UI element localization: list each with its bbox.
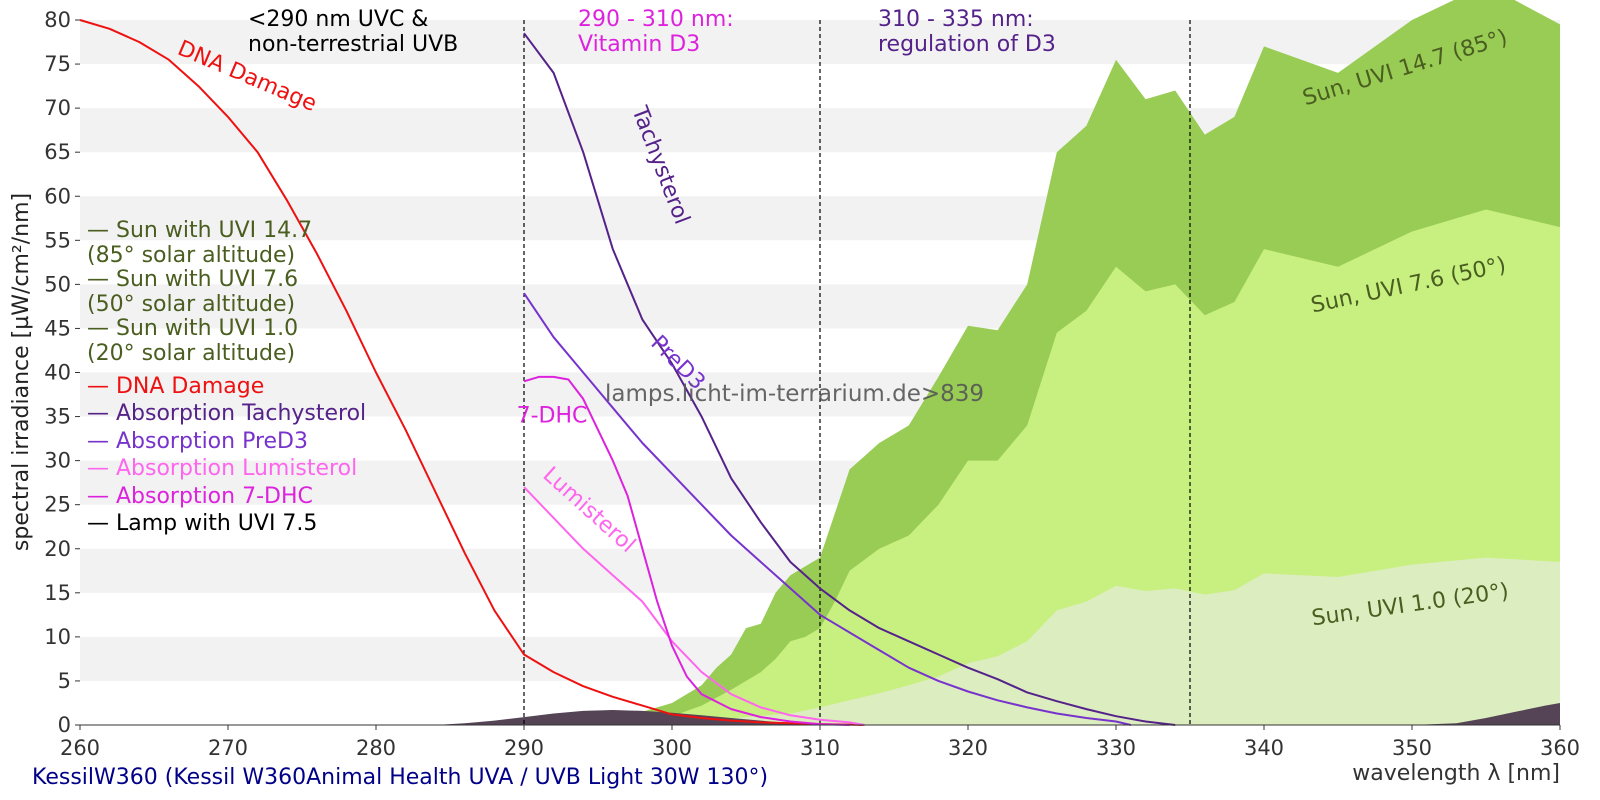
x-tick-label: 310 bbox=[800, 736, 840, 760]
region-label-310nm: 290 - 310 nm: bbox=[578, 7, 734, 32]
region-label-310nm: Vitamin D3 bbox=[578, 32, 700, 57]
x-tick-label: 350 bbox=[1392, 736, 1432, 760]
y-tick-label: 20 bbox=[44, 537, 71, 561]
y-tick-label: 0 bbox=[58, 713, 71, 737]
absorption-curves bbox=[79, 19, 1176, 726]
y-tick-label: 15 bbox=[44, 581, 71, 605]
footer-lamp-name: KessilW360 (Kessil W360Animal Health UVA… bbox=[32, 765, 768, 790]
y-tick-label: 60 bbox=[44, 184, 71, 208]
label-7-dhc: 7-DHC bbox=[517, 404, 588, 429]
legend-entry: — Sun with UVI 7.6 bbox=[87, 267, 298, 292]
region-labels: <290 nm UVC &non-terrestrial UVB 290 - 31… bbox=[248, 7, 1056, 57]
legend-entry: — Sun with UVI 1.0 bbox=[87, 316, 298, 341]
axes: 260 270 280 290 300 310 320 330 340 350 360 0 5 10 15… bbox=[9, 8, 1580, 786]
area-sun-with-uvi-1-0 bbox=[612, 557, 1560, 725]
curve-absorption-tachysterol bbox=[523, 32, 1176, 726]
y-tick-label: 45 bbox=[44, 316, 71, 340]
legend-entry: — Absorption Tachysterol bbox=[87, 401, 366, 426]
y-tick-label: 35 bbox=[44, 405, 71, 429]
region-label-335nm: regulation of D3 bbox=[878, 32, 1056, 57]
y-axis-ticks: 0 5 10 15 20 25 30 35 40 45 50 55 60 65 70 75 80 bbox=[44, 8, 80, 737]
legend-entry: — DNA Damage bbox=[87, 374, 264, 399]
y-tick-label: 70 bbox=[44, 96, 71, 120]
y-tick-label: 5 bbox=[58, 669, 71, 693]
legend-entry: — Sun with UVI 14.7 bbox=[87, 218, 312, 243]
x-tick-label: 360 bbox=[1540, 736, 1580, 760]
x-tick-label: 340 bbox=[1244, 736, 1284, 760]
y-tick-label: 40 bbox=[44, 361, 71, 385]
y-tick-label: 50 bbox=[44, 272, 71, 296]
x-tick-label: 280 bbox=[356, 736, 396, 760]
y-tick-label: 80 bbox=[44, 8, 71, 32]
y-tick-label: 75 bbox=[44, 52, 71, 76]
x-tick-label: 320 bbox=[948, 736, 988, 760]
y-tick-label: 65 bbox=[44, 140, 71, 164]
curve-absorption-pred3 bbox=[523, 292, 1132, 726]
y-tick-label: 25 bbox=[44, 493, 71, 517]
curve-dna-damage bbox=[79, 19, 865, 726]
legend: — Sun with UVI 14.7 (85° solar altitude)… bbox=[87, 218, 366, 536]
legend-entry: (20° solar altitude) bbox=[87, 341, 295, 366]
region-label-290nm: <290 nm UVC & bbox=[248, 7, 428, 32]
watermark: lamps.licht-im-terrarium.de>839 bbox=[605, 381, 984, 407]
legend-entry: — Absorption PreD3 bbox=[87, 429, 308, 454]
legend-entry: — Lamp with UVI 7.5 bbox=[87, 511, 317, 536]
region-label-290nm: non-terrestrial UVB bbox=[248, 32, 458, 57]
x-tick-label: 270 bbox=[208, 736, 248, 760]
x-tick-label: 330 bbox=[1096, 736, 1136, 760]
legend-entry: (85° solar altitude) bbox=[87, 243, 295, 268]
curve-absorption-lumisterol bbox=[523, 486, 865, 726]
y-tick-label: 10 bbox=[44, 625, 71, 649]
region-dividers bbox=[523, 20, 1191, 725]
x-axis-ticks: 260 270 280 290 300 310 320 330 340 350 360 bbox=[60, 725, 1580, 760]
legend-entry: — Absorption 7-DHC bbox=[87, 484, 313, 509]
x-tick-label: 290 bbox=[504, 736, 544, 760]
y-axis-label: spectral irradiance [µW/cm²/nm] bbox=[9, 193, 34, 551]
x-axis-label: wavelength λ [nm] bbox=[1352, 761, 1560, 786]
curve-absorption-7-dhc bbox=[523, 375, 850, 726]
y-tick-label: 55 bbox=[44, 228, 71, 252]
sun-and-lamp-areas bbox=[435, 0, 1560, 725]
x-tick-label: 260 bbox=[60, 736, 100, 760]
legend-entry: (50° solar altitude) bbox=[87, 292, 295, 317]
y-tick-label: 30 bbox=[44, 449, 71, 473]
x-tick-label: 300 bbox=[652, 736, 692, 760]
region-label-335nm: 310 - 335 nm: bbox=[878, 7, 1034, 32]
legend-entry: — Absorption Lumisterol bbox=[87, 456, 357, 481]
